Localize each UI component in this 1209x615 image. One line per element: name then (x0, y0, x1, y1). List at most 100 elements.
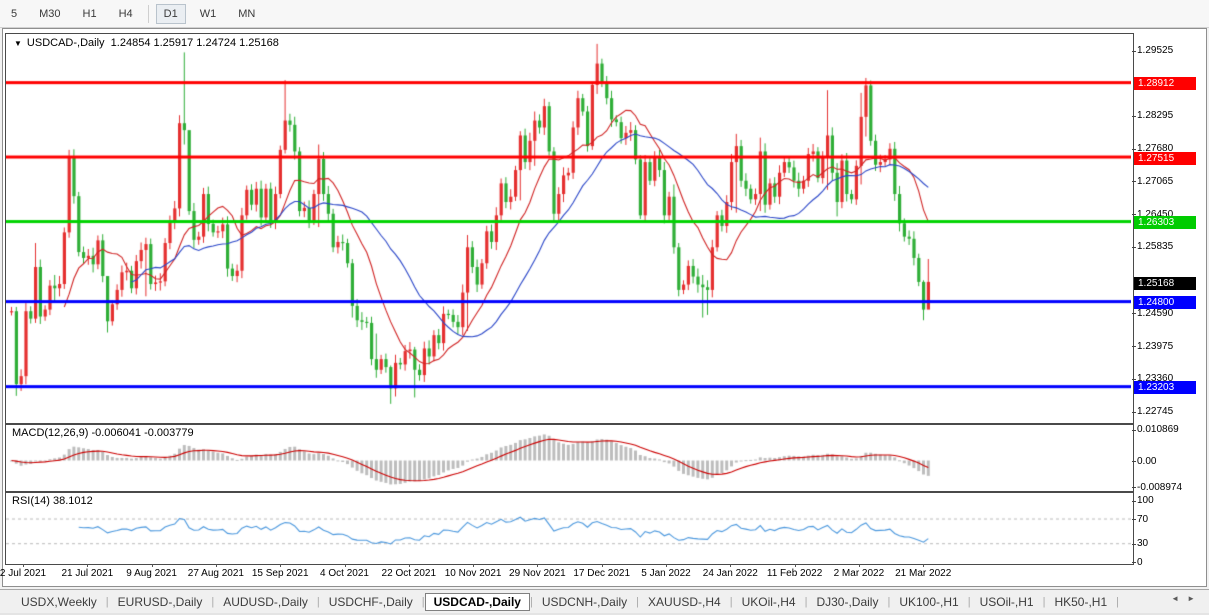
time-axis-tickmark (151, 564, 153, 567)
macd-axis-tickmark (1132, 429, 1136, 431)
tab-separator: | (1116, 596, 1119, 608)
price-level-tag: 1.23203 (1134, 381, 1196, 395)
price-axis-tick-label: 1.27680 (1137, 143, 1174, 155)
time-axis-date-label: 17 Dec 2021 (573, 568, 631, 579)
tab-separator: | (804, 596, 808, 608)
rsi-axis-tickmark (1132, 519, 1136, 520)
macd-panel: MACD(12,26,9) -0.006041 -0.003779 (5, 424, 1134, 492)
time-axis-date-label: 27 Aug 2021 (187, 568, 244, 579)
price-axis-tickmark (1132, 378, 1136, 380)
time-axis-tickmark (280, 564, 282, 567)
time-axis-tickmark (23, 564, 24, 567)
time-axis-tickmark (215, 564, 217, 567)
rsi-label: RSI(14) 38.1012 (12, 495, 93, 507)
timeframe-toolbar: 5 M30 H1 H4 D1 W1 MN (0, 0, 1209, 28)
tab-separator: | (529, 596, 533, 608)
chart-tab-usdcnh[interactable]: USDCNH-,Daily (541, 595, 628, 609)
tab-separator: | (887, 596, 891, 608)
time-axis-date-label: 2 Jul 2021 (0, 568, 47, 579)
rsi-axis-tick-label: 70 (1137, 513, 1149, 525)
tab-separator: | (636, 596, 640, 608)
time-axis-tickmark (858, 564, 860, 567)
chart-tab-xauusd[interactable]: XAUUSD-,H4 (648, 595, 721, 609)
timeframe-button-5[interactable]: 5 (11, 7, 18, 20)
time-axis-date-label: 21 Mar 2022 (895, 568, 952, 579)
toolbar-separator (147, 4, 149, 23)
price-axis-tickmark (1132, 214, 1136, 216)
tab-scroll-arrows: ◄► (1171, 594, 1203, 603)
time-axis-tickmark (537, 564, 539, 567)
time-axis-date-label: 10 Nov 2021 (444, 568, 502, 579)
timeframe-button-h4[interactable]: H4 (118, 7, 133, 20)
chart-tab-eurusd[interactable]: EURUSD-,Daily (117, 595, 203, 609)
legend-ohlc: 1.24854 1.25917 1.24724 1.25168 (110, 37, 279, 49)
timeframe-button-w1[interactable]: W1 (199, 7, 217, 20)
chart-tab-bar: USDX,Weekly | EURUSD-,Daily | AUDUSD-,Daily |… (0, 589, 1209, 614)
rsi-axis-tickmark (1132, 543, 1136, 545)
time-axis-date-label: 5 Jan 2022 (641, 568, 691, 579)
chart-tab-dj30[interactable]: DJ30-,Daily (816, 595, 879, 609)
tab-separator: | (316, 596, 320, 608)
macd-axis-tickmark (1132, 461, 1136, 462)
rsi-axis-tick-label: 100 (1137, 495, 1154, 506)
price-axis-tickmark (1132, 246, 1136, 248)
macd-axis-tick-label: 0.00 (1137, 455, 1157, 467)
price-axis-tick-label: 1.28295 (1137, 110, 1174, 122)
time-axis-date-label: 15 Sep 2021 (251, 568, 309, 579)
tab-scroll-left-icon[interactable]: ◄ (1171, 594, 1188, 603)
price-level-tag: 1.28912 (1134, 77, 1196, 91)
time-axis-tickmark (730, 564, 732, 567)
chart-window: ▼ USDCAD-,Daily 1.24854 1.25917 1.24724 1… (0, 28, 1207, 587)
price-axis-tick-label: 1.26450 (1137, 208, 1174, 220)
timeframe-button-mn[interactable]: MN (238, 7, 256, 20)
price-chart-canvas[interactable] (6, 34, 1131, 421)
time-axis-date-label: 24 Jan 2022 (702, 568, 758, 579)
time-axis-date-label: 9 Aug 2021 (126, 568, 177, 579)
price-axis-tickmark (1132, 115, 1136, 117)
tab-scroll-right-icon[interactable]: ► (1187, 594, 1203, 603)
price-axis-tick-label: 1.22745 (1137, 406, 1174, 418)
symbol-dropdown-icon[interactable]: ▼ (14, 39, 22, 48)
chart-tab-ukoil[interactable]: UKOil-,H4 (741, 595, 796, 609)
chart-tab-audusd[interactable]: AUDUSD-,Daily (223, 595, 308, 609)
time-axis-date-label: 11 Feb 2022 (766, 568, 823, 579)
price-axis-tick-label: 1.29525 (1137, 45, 1174, 56)
price-axis-tick-label: 1.23975 (1137, 340, 1174, 352)
price-axis-tickmark (1132, 411, 1136, 413)
rsi-canvas[interactable] (6, 493, 1131, 562)
status-strip (0, 613, 1209, 615)
time-axis-tickmark (601, 564, 603, 567)
price-axis-tickmark (1132, 50, 1136, 52)
macd-label: MACD(12,26,9) -0.006041 -0.003779 (12, 427, 194, 439)
timeframe-button-h1[interactable]: H1 (82, 7, 97, 20)
chart-tab-uk100[interactable]: UK100-,H1 (899, 595, 959, 609)
chart-tab-usdx[interactable]: USDX,Weekly (21, 595, 97, 609)
time-axis-tickmark (794, 564, 796, 567)
price-axis-tick-label: 1.27065 (1137, 175, 1174, 187)
chart-tab-usdchf[interactable]: USDCHF-,Daily (328, 595, 413, 609)
time-axis-date-label: 29 Nov 2021 (509, 568, 566, 579)
macd-axis-tick-label: 0.010869 (1137, 424, 1179, 435)
rsi-panel: RSI(14) 38.1012 (5, 492, 1134, 565)
timeframe-button-d1[interactable]: D1 (155, 3, 186, 24)
time-axis-date-label: 22 Oct 2021 (381, 568, 437, 579)
timeframe-button-m30[interactable]: M30 (39, 7, 61, 20)
macd-canvas[interactable] (6, 425, 1131, 489)
tab-separator: | (105, 596, 109, 608)
chart-tab-usdcad[interactable]: USDCAD-,Daily (424, 593, 530, 611)
time-axis-tickmark (344, 564, 346, 567)
rsi-axis-tick-label: 0 (1137, 556, 1143, 568)
tab-separator: | (1042, 596, 1046, 608)
chart-tab-usoil[interactable]: USOil-,H1 (979, 595, 1034, 609)
price-axis-tickmark (1132, 181, 1136, 183)
price-level-tag: 1.24800 (1134, 296, 1196, 310)
time-axis-tickmark (87, 564, 89, 567)
legend-symbol: USDCAD-,Daily (26, 37, 105, 49)
chart-legend: ▼ USDCAD-,Daily 1.24854 1.25917 1.24724 1… (14, 37, 279, 49)
price-panel: ▼ USDCAD-,Daily 1.24854 1.25917 1.24724 1… (5, 33, 1134, 424)
price-axis-tickmark (1132, 148, 1136, 150)
chart-tab-hk50[interactable]: HK50-,H1 (1054, 595, 1108, 609)
time-axis-date-label: 21 Jul 2021 (61, 568, 114, 579)
tab-separator: | (967, 596, 971, 608)
